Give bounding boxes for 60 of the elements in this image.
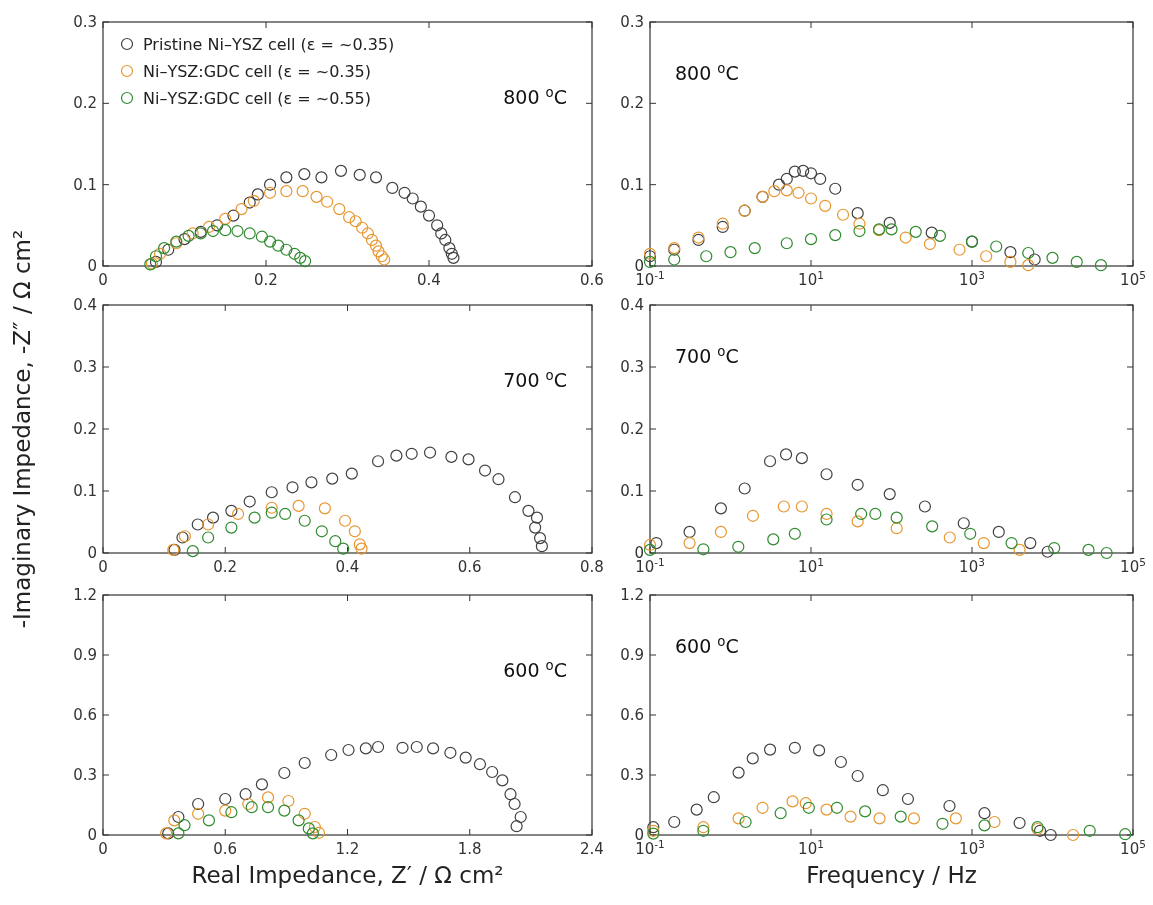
- y-tick-label: 0.3: [620, 13, 644, 31]
- x-tick-label: 0.8: [580, 558, 604, 576]
- x-tick-label: 10$^{1}$: [798, 556, 824, 576]
- x-tick-label: 10$^{5}$: [1120, 838, 1146, 858]
- x-tick-label: 10$^{3}$: [959, 556, 985, 576]
- x-tick-label: 0: [98, 840, 108, 858]
- x-tick-label: 2.4: [580, 840, 604, 858]
- y-tick-label: 0.2: [73, 94, 97, 113]
- y-tick-label: 0.3: [620, 766, 644, 784]
- x-tick-label: 0.2: [254, 271, 278, 289]
- y-tick-label: 0.9: [73, 646, 97, 664]
- y-tick-label: 0.6: [620, 706, 644, 724]
- x-tick-label: 0.6: [457, 558, 482, 576]
- y-tick-label: 0.4: [73, 296, 97, 314]
- legend-label: Ni–YSZ:GDC cell (ε = ~0.55): [143, 89, 372, 108]
- y-tick-label: 0.2: [620, 94, 644, 113]
- y-axis-title: -Imaginary Impedance, -Z″ / Ω cm²: [9, 229, 35, 629]
- y-tick-label: 0.1: [73, 482, 97, 500]
- y-tick-label: 0.6: [73, 706, 97, 724]
- legend-label: Pristine Ni–YSZ cell (ε = ~0.35): [143, 35, 395, 54]
- y-tick-label: 0.3: [73, 13, 97, 31]
- y-tick-label: 0.2: [73, 420, 97, 438]
- legend-label: Ni–YSZ:GDC cell (ε = ~0.35): [143, 62, 372, 81]
- x-tick-label: 1.8: [457, 840, 482, 858]
- x-tick-label: 0.2: [213, 558, 238, 576]
- y-tick-label: 0.2: [620, 420, 644, 438]
- x-tick-label: 0: [98, 271, 108, 289]
- x-tick-label: 10$^{3}$: [959, 269, 985, 289]
- annotation: 700 $^{o}$C: [675, 343, 739, 367]
- y-tick-label: 0: [87, 257, 97, 275]
- y-tick-label: 0.1: [620, 482, 644, 500]
- x-tick-label: 10$^{5}$: [1120, 269, 1146, 289]
- y-tick-label: 1.2: [620, 586, 644, 604]
- y-tick-label: 0.4: [620, 296, 644, 314]
- x-tick-label: 0: [98, 558, 108, 576]
- x-tick-label: 10$^{5}$: [1120, 556, 1146, 576]
- y-tick-label: 0.3: [73, 766, 97, 784]
- x-tick-label: 0.4: [335, 558, 360, 576]
- y-tick-label: 0.3: [620, 358, 644, 376]
- x-tick-label: 10$^{1}$: [798, 838, 824, 858]
- x-tick-label: 10$^{3}$: [959, 838, 985, 858]
- y-tick-label: 0.1: [73, 175, 97, 194]
- annotation: 600 $^{o}$C: [503, 657, 567, 681]
- x-axis-title: Real Impedance, Z′ / Ω cm²: [191, 862, 504, 888]
- x-axis-title: Frequency / Hz: [806, 862, 977, 888]
- y-tick-label: 0: [87, 544, 97, 562]
- x-tick-label: 0.4: [417, 271, 441, 289]
- x-tick-label: 1.2: [335, 840, 360, 858]
- y-tick-label: 0.3: [73, 358, 97, 376]
- annotation: 700 $^{o}$C: [503, 367, 567, 391]
- y-tick-label: 0.9: [620, 646, 644, 664]
- y-tick-label: 1.2: [73, 586, 97, 604]
- x-tick-label: 0.6: [213, 840, 238, 858]
- annotation: 800 $^{o}$C: [675, 60, 739, 84]
- y-tick-label: 0: [87, 826, 97, 844]
- x-tick-label: 0.6: [580, 271, 604, 289]
- annotation: 600 $^{o}$C: [675, 633, 739, 657]
- x-tick-label: 10$^{1}$: [798, 269, 824, 289]
- annotation: 800 $^{o}$C: [503, 84, 567, 108]
- y-tick-label: 0.1: [620, 175, 644, 194]
